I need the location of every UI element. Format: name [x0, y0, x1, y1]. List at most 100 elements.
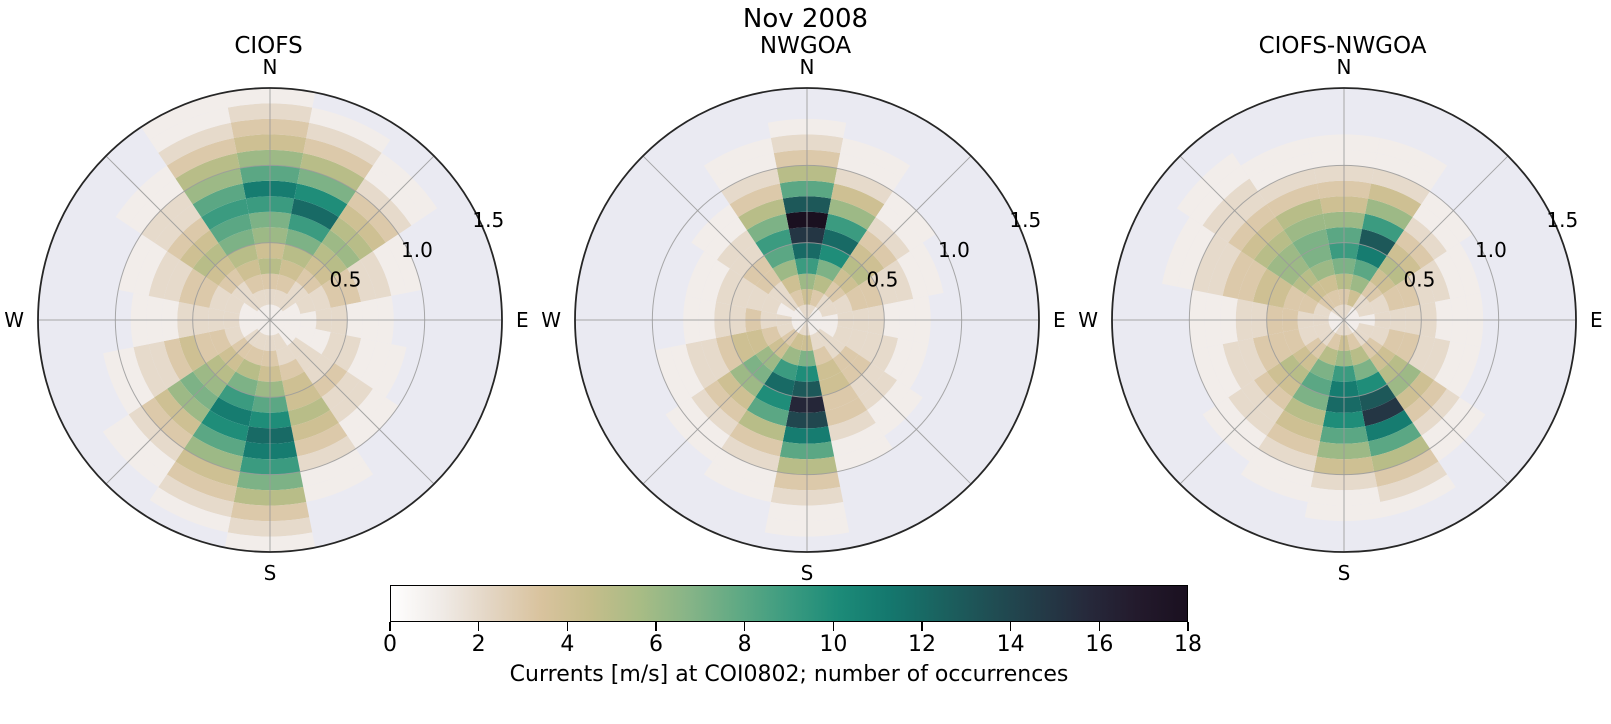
angular-gridline [642, 319, 808, 485]
rose-cell [158, 474, 234, 518]
rose-cell [1408, 335, 1436, 372]
rose-cell [1369, 326, 1390, 346]
rose-cell [235, 259, 261, 282]
rose-cell [791, 320, 807, 329]
rose-cell [1292, 228, 1329, 256]
rose-cell [1318, 345, 1338, 366]
rose-cell [738, 198, 786, 230]
rose-cell [858, 277, 883, 308]
angular-gridline [269, 319, 435, 485]
rose-cell [1371, 168, 1430, 205]
rose-cell [1335, 304, 1344, 320]
rose-cell [294, 183, 348, 218]
rose-cell [825, 397, 868, 427]
polar-axes: N E S W 0.5 1.0 1.5 [541, 55, 1065, 585]
rose-cell [201, 198, 249, 230]
rose-cell [819, 323, 838, 338]
rose-cell [1374, 153, 1439, 192]
rose-cell [1446, 242, 1481, 296]
rose-cell [1192, 347, 1229, 406]
rose-cell [1380, 474, 1456, 518]
rose-cell [1382, 285, 1405, 311]
angular-gridline [806, 155, 972, 321]
rose-cell [755, 228, 792, 256]
compass-label-south: S [1338, 561, 1351, 585]
rose-cell [816, 358, 842, 381]
compass-label-south: S [801, 561, 814, 585]
rose-cell [1359, 384, 1396, 412]
rose-cell [273, 332, 288, 351]
rose-cell [321, 277, 346, 308]
rose-cell [178, 268, 206, 305]
rose-cell [1283, 285, 1306, 311]
rose-cell [1313, 302, 1332, 317]
colorbar-tick-mark [744, 622, 746, 631]
rose-cell [1275, 198, 1323, 230]
colorbar-tick-label: 4 [560, 632, 575, 657]
rose-cell [192, 183, 246, 218]
rose-cell [1350, 274, 1370, 295]
rose-cell [118, 347, 155, 406]
radial-tick-label: 0.5 [1404, 267, 1436, 291]
rose-cell [772, 259, 798, 282]
rose-cell [1240, 137, 1311, 179]
rose-cell [1344, 320, 1353, 336]
rose-cell [1222, 341, 1254, 389]
rose-cell [729, 183, 783, 218]
rose-cell [1446, 344, 1481, 398]
rose-cell [1177, 225, 1216, 290]
rose-cell [715, 335, 743, 372]
rose-cell [746, 285, 769, 311]
rose-cell [209, 329, 232, 355]
radial-tick-label: 1.0 [401, 238, 433, 262]
colorbar-tick-label: 14 [996, 632, 1025, 657]
rose-cell [372, 344, 407, 398]
rose-cell [1313, 323, 1332, 338]
rose-cell [1377, 461, 1448, 503]
colorbar-tick-mark [1098, 622, 1100, 631]
rose-cell [148, 251, 180, 299]
compass-label-west: W [541, 308, 561, 332]
rose-cell [1252, 268, 1280, 305]
rose-cell [1408, 268, 1436, 305]
compass-label-east: E [516, 308, 529, 332]
rose-cell [1268, 332, 1293, 363]
rose-cell [789, 332, 804, 351]
rose-cell [1362, 397, 1405, 427]
rose-cell [1382, 329, 1405, 355]
rose-cell [776, 323, 795, 338]
rose-cell [276, 345, 296, 366]
rose-cell [308, 285, 331, 311]
rose-cell [163, 259, 193, 302]
rose-cell [294, 422, 348, 457]
rose-cell [1369, 294, 1390, 314]
radial-tick-label: 1.0 [938, 238, 970, 262]
polar-plot-nwgoa: N E S W 0.5 1.0 1.5 [537, 0, 1074, 600]
polar-axes: N E S W 0.5 1.0 1.5 [1078, 55, 1602, 585]
rose-cell [721, 168, 780, 205]
rose-cell [1365, 410, 1413, 442]
rose-cell [334, 335, 362, 372]
rose-cell [884, 338, 914, 381]
rose-cell [897, 341, 929, 389]
panel-title: CIOFS-NWGOA [1258, 33, 1427, 59]
rose-cell [1301, 371, 1332, 396]
figure-suptitle: Nov 2008 [742, 4, 869, 34]
rose-cell [303, 461, 374, 503]
rose-cell [1365, 198, 1413, 230]
rose-cell [1368, 422, 1422, 457]
panel-ciofs-nwgoa: CIOFS-NWGOA N E S W 0.5 1.0 1.5 [1074, 0, 1611, 600]
rose-cell [1395, 332, 1420, 363]
colorbar-tick-label: 6 [649, 632, 663, 657]
rose-cell [1298, 326, 1319, 346]
rose-cell [360, 251, 392, 299]
rose-cell [1374, 448, 1439, 487]
panel-title: CIOFS [234, 33, 303, 59]
rose-cell [295, 294, 316, 314]
colorbar-tick-mark [478, 622, 480, 631]
polar-plot-ciofs-nwgoa: N E S W 0.5 1.0 1.5 [1074, 0, 1611, 600]
rose-cell [282, 244, 313, 269]
rose-cell [133, 242, 168, 296]
rose-cell [270, 320, 279, 336]
